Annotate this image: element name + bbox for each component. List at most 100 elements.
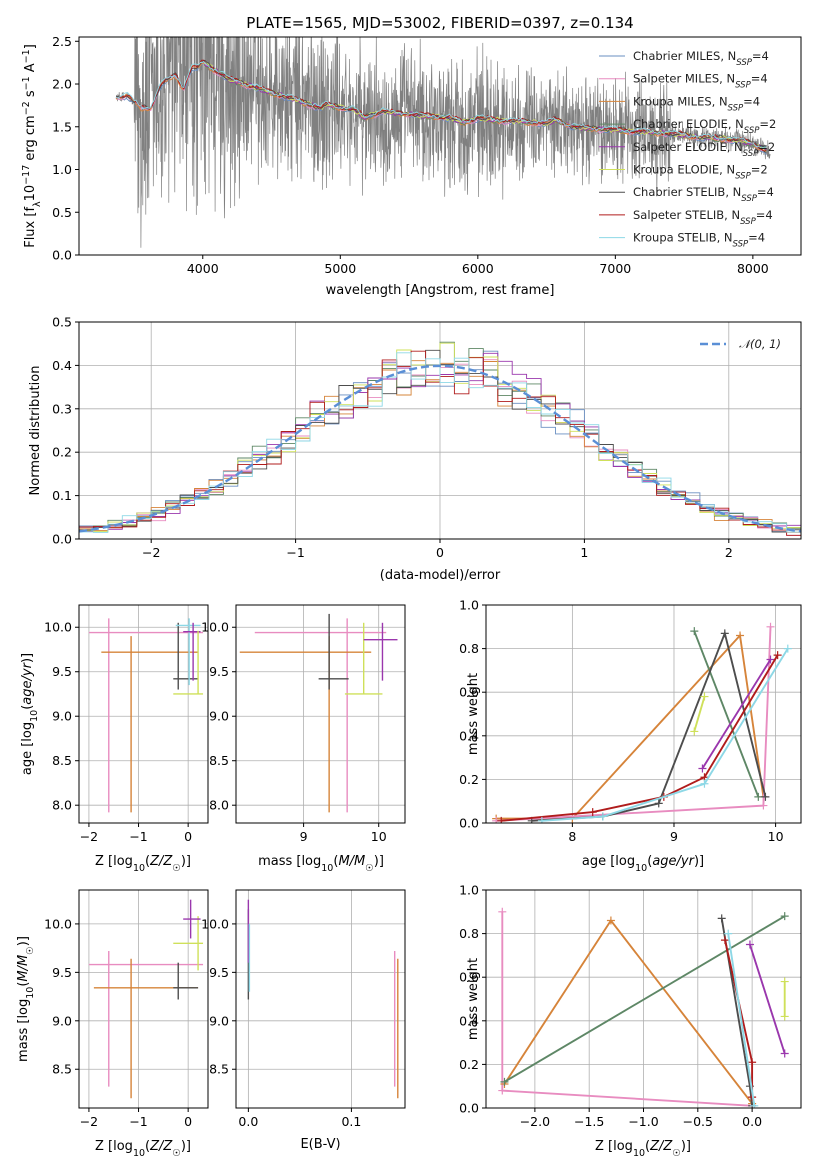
y-tick-label: 9.0 xyxy=(209,1013,229,1028)
panel-2: −2 −1 0 1 2 0.0 0.1 0.2 0.3 0.4 0.5 (data-model)/er… xyxy=(28,315,802,583)
y-tick-label: 10.0 xyxy=(44,916,72,931)
label-part: )] xyxy=(374,854,384,869)
legend-text: Kroupa ELODIE, N xyxy=(633,163,735,177)
y-tick-label: 1.0 xyxy=(459,598,479,613)
y-tick-label: 0.1 xyxy=(52,488,72,503)
legend-text: Kroupa STELIB, N xyxy=(633,231,733,245)
x-tick-label: 2 xyxy=(725,545,733,560)
x-tick-label: 10 xyxy=(768,829,784,844)
axes-frame xyxy=(78,36,802,256)
series-line xyxy=(727,933,756,1106)
x-tick-label: 0.0 xyxy=(742,1114,762,1129)
label-part: ( xyxy=(647,854,652,869)
data-point xyxy=(761,792,770,801)
data-point xyxy=(497,816,506,823)
label-part: age/yr xyxy=(652,854,695,869)
legend-sub: SSP xyxy=(735,81,751,91)
x-tick-label: −2 xyxy=(142,545,160,560)
x-tick-label: −2.0 xyxy=(520,1114,550,1129)
legend-entry: Chabrier MILES, NSSP=4 xyxy=(633,49,769,68)
x-tick-label: 10 xyxy=(371,829,387,844)
legend-entry: Kroupa STELIB, NSSP=4 xyxy=(633,231,765,250)
legend-entry: Chabrier ELODIE, NSSP=2 xyxy=(633,117,776,136)
data-point xyxy=(720,629,729,638)
x-tick-label: 0.0 xyxy=(238,1114,258,1129)
label-part: −1 xyxy=(21,76,32,90)
label-part: )] xyxy=(181,1139,191,1154)
label-part: )] xyxy=(20,653,35,663)
x-tick-label: 9 xyxy=(670,829,678,844)
label-part: 10 xyxy=(25,987,36,999)
legend-text: =4 xyxy=(757,185,774,199)
y-tick-label: 0.6 xyxy=(459,970,479,985)
label-part: M/M xyxy=(338,854,365,869)
label-part: Z/Z xyxy=(149,1139,173,1154)
axes-frame xyxy=(235,889,406,1109)
label-part: 10 xyxy=(133,1148,145,1159)
y-tick-label: 8.5 xyxy=(52,1062,72,1077)
label-part: s xyxy=(23,90,38,101)
legend-text: =2 xyxy=(751,163,768,177)
y-tick-label: 8.5 xyxy=(52,753,72,768)
legend-text: =4 xyxy=(743,94,760,108)
series-line xyxy=(503,918,753,1105)
legend-sub: SSP xyxy=(735,172,751,182)
label-part: mass [log xyxy=(258,854,321,869)
x-axis-label: mass [log10(M/M☉)] xyxy=(258,854,384,874)
panel-3: −2 −1 08.08.59.09.510.0Z [log10(Z/Z☉)]age … xyxy=(20,604,209,874)
y-tick-label: 8.0 xyxy=(52,798,72,813)
axes-frame xyxy=(78,321,802,540)
legend-text: =4 xyxy=(752,49,769,63)
data-point xyxy=(606,916,615,925)
plot-area xyxy=(492,622,792,823)
normal-curve xyxy=(79,364,801,533)
legend-text: =4 xyxy=(756,208,773,222)
x-axis-label: E(B-V) xyxy=(300,1137,340,1152)
model-line-chabrier-stelib xyxy=(116,59,767,153)
legend-text: =2 xyxy=(759,117,776,131)
data-point xyxy=(700,779,709,788)
panel-7: 0.0 0.1 8.5 9.0 9.5 10.0 E(B-V) xyxy=(201,889,406,1152)
data-point xyxy=(750,1101,759,1108)
data-point xyxy=(745,940,754,949)
label-part: ☉ xyxy=(672,1148,681,1159)
y-tick-label: 0.4 xyxy=(52,358,72,373)
label-part: Z [log xyxy=(595,1139,633,1154)
x-axis-label: (data-model)/error xyxy=(380,568,501,583)
y-axis-label: age [log10(age/yr)] xyxy=(20,653,40,775)
label-part: 10 xyxy=(633,1148,645,1159)
label-part: 10 xyxy=(635,863,647,874)
data-point xyxy=(498,907,507,916)
label-part: ] xyxy=(23,44,38,49)
data-point xyxy=(780,977,789,986)
label-part: age [log xyxy=(582,854,635,869)
label-part: ☉ xyxy=(172,1148,181,1159)
series-line xyxy=(701,658,772,770)
y-tick-label: 9.0 xyxy=(209,709,229,724)
model-line-kroupa-stelib xyxy=(115,61,767,149)
x-axis-label: age [log10(age/yr)] xyxy=(582,854,704,874)
legend-entry: Salpeter STELIB, NSSP=4 xyxy=(633,208,773,227)
y-tick-label: 0.6 xyxy=(459,685,479,700)
data-point xyxy=(720,936,729,945)
axes-frame xyxy=(485,889,802,1109)
y-tick-label: 0.0 xyxy=(459,816,479,831)
data-point xyxy=(766,622,775,631)
legend-entry: Kroupa ELODIE, NSSP=2 xyxy=(633,163,768,182)
legend-entry: Chabrier STELIB, NSSP=4 xyxy=(633,185,774,204)
data-point xyxy=(500,1077,509,1086)
x-tick-label: −1 xyxy=(129,1114,147,1129)
label-part: 10 xyxy=(133,863,145,874)
x-tick-label: −1 xyxy=(286,545,304,560)
y-tick-label: 9.5 xyxy=(209,965,229,980)
data-point xyxy=(537,816,546,823)
data-point xyxy=(783,644,792,653)
x-tick-label: −2 xyxy=(80,1114,98,1129)
data-point xyxy=(717,914,726,923)
y-axis-label: mass [log10(M/M☉)] xyxy=(16,936,36,1062)
y-tick-label: 1.5 xyxy=(52,119,72,134)
legend-sub: SSP xyxy=(740,217,756,227)
